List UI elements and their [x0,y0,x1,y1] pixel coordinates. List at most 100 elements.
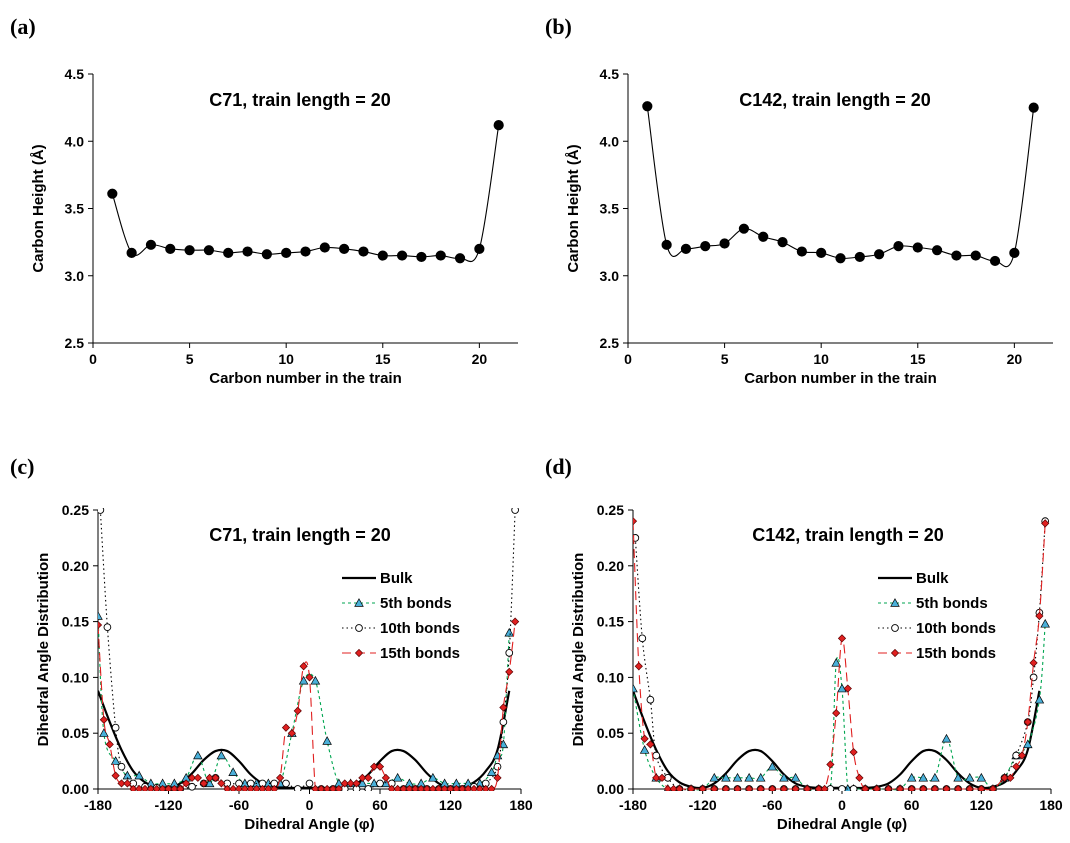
y-tick-label: 0.20 [62,558,89,574]
x-axis-label: Dihedral Angle (φ) [777,816,907,833]
data-point [965,784,974,791]
data-point [117,779,126,788]
y-tick-label: 3.5 [600,201,620,217]
x-tick-label: 0 [306,797,314,813]
data-point [657,773,667,782]
data-point [930,784,939,791]
data-point [458,784,467,791]
data-point [352,779,361,788]
data-point [229,784,238,791]
data-point [755,772,766,782]
data-point [505,648,514,657]
data-point [855,773,864,782]
data-point [638,634,647,643]
data-point [709,772,720,782]
series-line-carbon-height [111,125,500,263]
data-point [242,246,253,257]
chart-title: C71, train length = 20 [209,90,391,110]
data-point [364,785,373,791]
data-point [639,745,650,754]
x-tick-label: 0 [89,351,97,367]
data-point [370,762,379,771]
x-tick-label: 20 [472,351,488,367]
legend-label: 10th bonds [380,620,460,637]
data-point [99,728,109,737]
data-point [663,784,672,791]
y-tick-label: 3.0 [600,268,620,284]
y-tick-label: 3.5 [65,201,85,217]
data-point [1000,773,1009,782]
data-point [446,784,455,791]
data-point [874,249,885,260]
data-point [1022,739,1033,749]
data-point [930,772,940,782]
series-line-5th-bonds [633,623,1046,791]
data-point [970,250,981,261]
data-point [505,667,514,676]
data-point [838,785,846,791]
data-point [375,762,385,771]
panel-letter-a: (a) [10,14,36,39]
data-point [872,784,881,791]
data-point [700,241,711,252]
data-point [1034,694,1045,704]
data-point [849,785,858,791]
legend-marker [890,598,900,607]
data-point [440,784,449,791]
data-point [469,784,479,791]
data-point [323,784,332,791]
data-point [686,784,696,791]
legend-label: Bulk [916,570,949,587]
y-tick-label: 0.05 [62,725,89,741]
panel-letter-d: (d) [545,454,572,479]
data-point [721,784,730,791]
data-point [669,784,678,791]
data-point [906,772,917,782]
data-point [951,250,962,261]
data-point [281,247,292,258]
y-axis-label: Carbon Height (Å) [30,144,47,272]
data-point [756,784,765,791]
data-point [339,243,350,254]
data-point [1009,247,1020,258]
data-point [305,673,314,682]
x-tick-label: 5 [721,351,729,367]
plot-area [633,517,1050,791]
data-point [135,784,144,791]
data-point [831,657,841,667]
data-point [117,762,126,771]
data-point [767,761,778,771]
x-tick-label: 120 [970,797,994,813]
data-point [99,715,108,724]
y-tick-label: 0.05 [597,725,624,741]
data-point [1029,673,1038,682]
plot-area [642,101,1039,268]
legend-label: 15th bonds [916,645,996,662]
data-point [486,767,497,776]
data-point [299,662,308,671]
data-point [111,723,120,732]
x-tick-label: 60 [372,797,388,813]
x-tick-label: 10 [813,351,829,367]
y-axis-label: Carbon Height (Å) [565,144,582,272]
data-point [633,683,638,693]
data-point [820,784,829,791]
data-point [396,250,408,261]
data-point [732,772,743,782]
data-point [680,243,692,254]
x-tick-label: 5 [186,351,194,367]
data-point [193,773,202,782]
data-point [719,238,730,249]
data-point [768,784,777,791]
data-point [223,784,232,791]
data-point [826,760,835,769]
chart-title: C71, train length = 20 [209,525,391,545]
y-tick-label: 0.20 [597,558,624,574]
data-point [646,695,655,704]
y-tick-label: 3.0 [65,268,85,284]
data-point [1017,751,1027,760]
data-point [98,620,103,630]
data-point [293,785,302,791]
data-point [816,247,827,258]
data-point [346,779,355,788]
